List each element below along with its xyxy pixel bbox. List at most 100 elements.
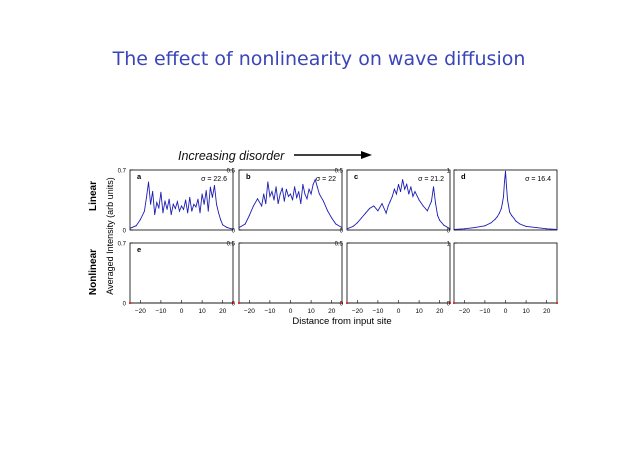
data-point xyxy=(556,228,558,230)
y-tick-label: 0.7 xyxy=(118,242,127,248)
data-point xyxy=(387,205,389,207)
data-point xyxy=(279,193,281,195)
data-point xyxy=(152,190,154,192)
data-point xyxy=(404,188,406,190)
data-point xyxy=(508,205,510,207)
data-point xyxy=(448,301,452,305)
disorder-arrow xyxy=(294,151,372,159)
data-point xyxy=(216,203,218,205)
data-point xyxy=(505,170,506,172)
data-point xyxy=(484,225,486,227)
data-point xyxy=(335,223,337,225)
data-point xyxy=(433,186,435,188)
data-point xyxy=(365,212,367,214)
data-point xyxy=(507,199,509,201)
x-tick-label: −20 xyxy=(459,308,470,315)
panel-frame xyxy=(238,169,343,231)
data-point xyxy=(172,203,174,205)
data-point xyxy=(209,186,211,188)
data-point xyxy=(316,186,318,188)
x-tick-label: −20 xyxy=(244,308,255,315)
data-point xyxy=(452,301,456,305)
x-tick-label: −20 xyxy=(135,308,146,315)
data-point xyxy=(302,183,304,185)
data-point xyxy=(148,181,150,183)
y-tick-label: 0.5 xyxy=(335,169,344,175)
row-label-nonlinear: Nonlinear xyxy=(88,249,99,295)
panel-linear-1: 0 0.7 a σ = 22.6 xyxy=(118,169,234,235)
data-point xyxy=(164,200,166,202)
data-point xyxy=(501,202,503,204)
data-point xyxy=(285,188,287,190)
data-point xyxy=(340,301,344,305)
data-point xyxy=(263,193,265,195)
data-point xyxy=(511,215,513,217)
x-tick-label: 20 xyxy=(328,308,336,315)
data-point xyxy=(283,200,285,202)
data-point xyxy=(298,191,300,193)
x-tick-label: 10 xyxy=(522,308,530,315)
data-point xyxy=(294,186,296,188)
data-point xyxy=(290,193,291,195)
x-tick-label: 0 xyxy=(289,308,293,315)
x-axis-label: Distance from input site xyxy=(292,316,391,327)
sigma-label: σ = 22.6 xyxy=(201,176,227,183)
data-point xyxy=(139,219,141,221)
panel-nonlinear-1: 0 0.7 −20 −10 0 10 20 e xyxy=(118,242,235,315)
x-tick-label: 20 xyxy=(219,308,227,315)
y-tick-label: 0.5 xyxy=(227,242,236,248)
y-tick-label: 0 xyxy=(123,229,127,235)
panel-nonlinear-4: 0 1 −20 −10 0 10 20 xyxy=(447,242,559,315)
data-point xyxy=(391,195,393,197)
panel-frame xyxy=(129,169,234,231)
data-point xyxy=(238,227,240,229)
y-tick-label: 0.7 xyxy=(118,169,127,175)
data-point xyxy=(327,210,329,212)
data-point xyxy=(168,198,170,200)
data-point xyxy=(187,212,189,214)
data-point xyxy=(400,191,402,193)
data-point xyxy=(181,205,182,207)
x-tick-label: 10 xyxy=(415,308,423,315)
panel-letter: b xyxy=(246,172,251,181)
y-tick-label: 0 xyxy=(232,302,236,308)
panel-frame xyxy=(238,242,343,304)
data-point xyxy=(502,196,504,198)
data-point xyxy=(453,228,455,230)
data-point xyxy=(201,193,203,195)
x-tick-label: 0 xyxy=(180,308,184,315)
data-point xyxy=(271,191,273,193)
data-point xyxy=(292,199,294,201)
data-point xyxy=(398,183,399,185)
x-tick-label: 20 xyxy=(436,308,444,315)
data-point xyxy=(439,219,441,221)
y-tick-label: 0.5 xyxy=(335,242,344,248)
data-point xyxy=(509,211,511,213)
slide-title: The effect of nonlinearity on wave diffu… xyxy=(112,48,526,70)
sigma-label: σ = 22 xyxy=(316,176,336,183)
data-point xyxy=(304,193,306,195)
series-line xyxy=(238,178,343,228)
data-point xyxy=(426,210,428,212)
data-point xyxy=(170,214,172,216)
data-point xyxy=(232,228,234,230)
data-point xyxy=(515,220,517,222)
data-point xyxy=(331,217,333,219)
x-tick-label: −20 xyxy=(352,308,363,315)
data-point xyxy=(490,222,492,224)
y-tick-label: 0.5 xyxy=(227,169,236,175)
y-tick-label: 0 xyxy=(232,229,236,235)
data-point xyxy=(222,224,224,226)
data-point xyxy=(308,188,310,190)
panel-linear-2: 0 0.5 b σ = 22 xyxy=(227,169,343,235)
data-point xyxy=(220,219,222,221)
y-tick-label: 0 xyxy=(447,229,451,235)
panel-nonlinear-3: 00.5−20 −10 0 10 20 xyxy=(335,242,452,315)
data-point xyxy=(314,179,316,181)
x-tick-label: 10 xyxy=(307,308,315,315)
sigma-label: σ = 16.4 xyxy=(525,176,551,183)
data-point xyxy=(496,216,498,218)
data-point xyxy=(189,196,191,198)
data-point xyxy=(437,215,439,217)
